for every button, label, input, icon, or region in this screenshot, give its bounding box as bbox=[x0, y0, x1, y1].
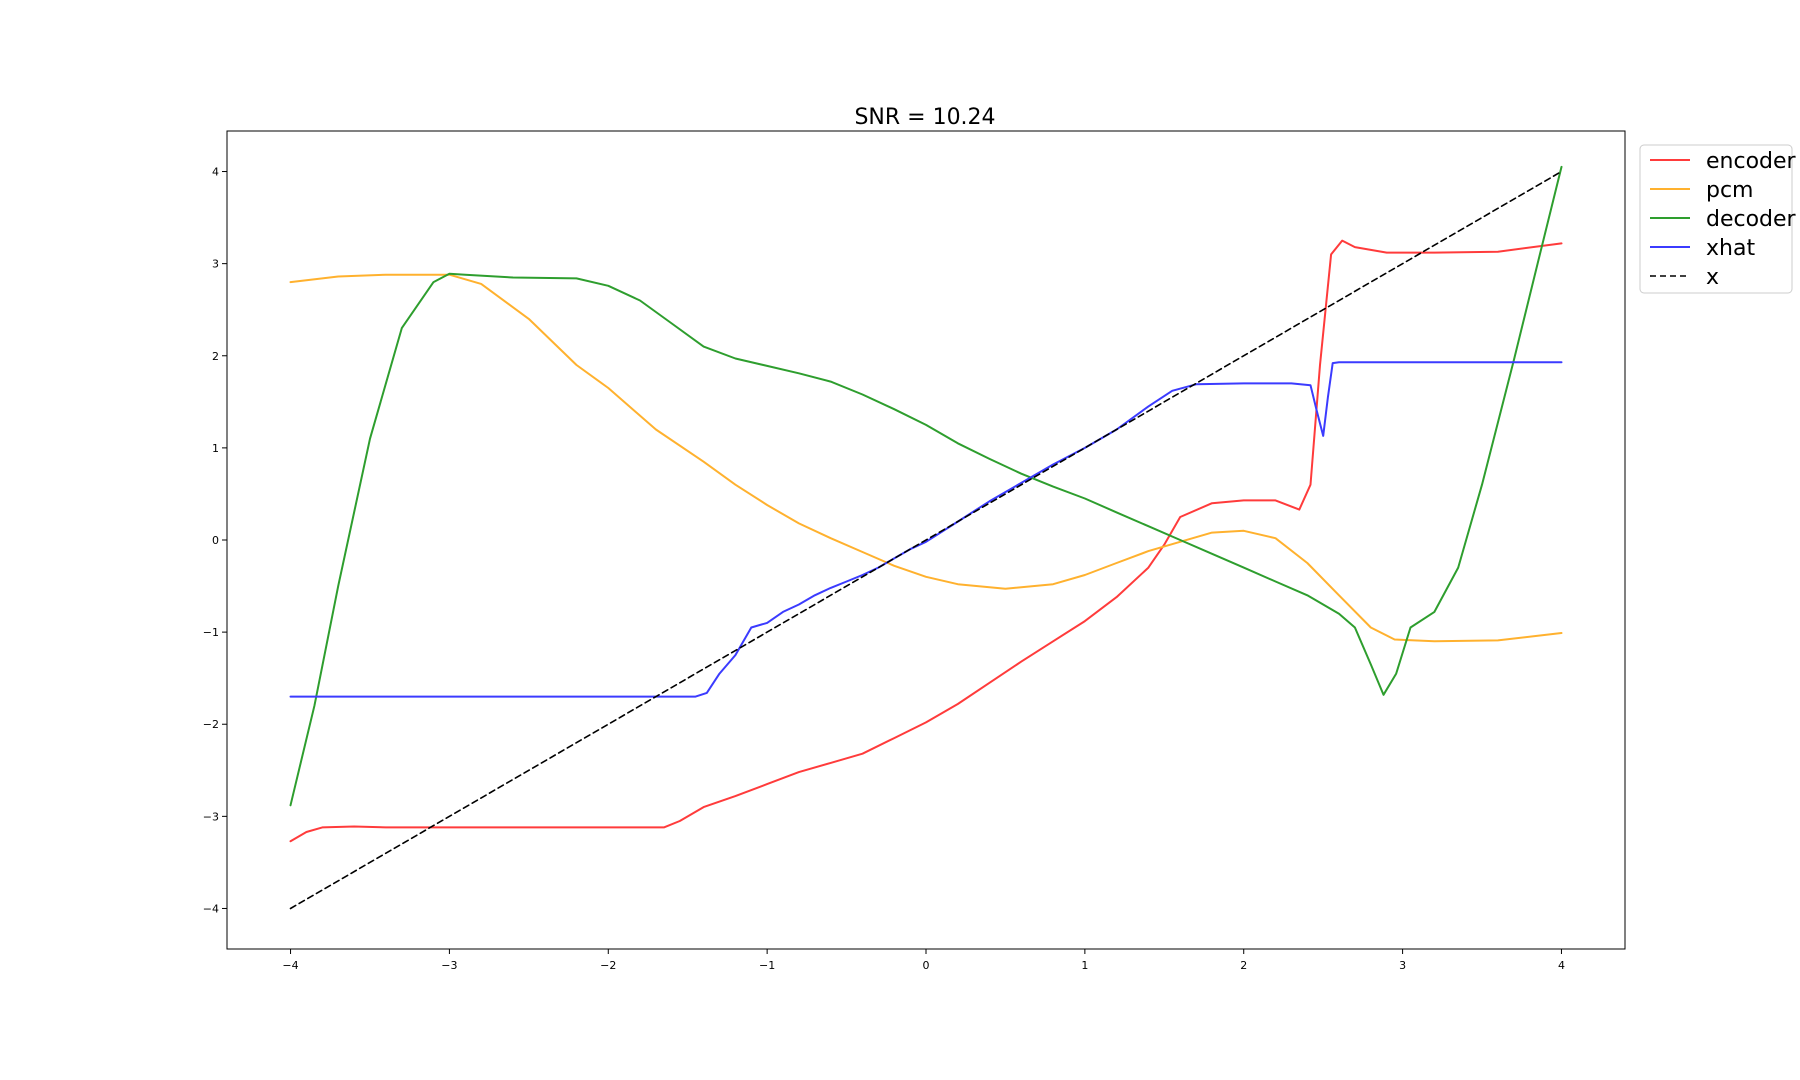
legend: encoder pcm decoder xhat x bbox=[1639, 144, 1797, 294]
x-tick-label: −3 bbox=[441, 959, 457, 972]
legend-label-pcm: pcm bbox=[1706, 178, 1754, 203]
x-tick-label: −4 bbox=[282, 959, 298, 972]
x-tick-label: 4 bbox=[1558, 959, 1565, 972]
series-line-decoder bbox=[289, 165, 1563, 807]
x-tick-label: 1 bbox=[1081, 959, 1088, 972]
x-tick-label: −1 bbox=[759, 959, 775, 972]
x-tick-label: 3 bbox=[1399, 959, 1406, 972]
y-axis: −4 −3 −2 −1 0 1 2 3 4 bbox=[203, 166, 227, 915]
y-tick-label: −2 bbox=[203, 718, 219, 731]
series-line-x bbox=[289, 170, 1563, 910]
series-layer bbox=[289, 165, 1563, 910]
series-line-pcm bbox=[289, 273, 1563, 643]
chart-title: SNR = 10.24 bbox=[854, 105, 995, 130]
x-axis: −4 −3 −2 −1 0 1 2 3 4 bbox=[282, 949, 1565, 972]
series-line-encoder bbox=[289, 239, 1563, 843]
series-line-xhat bbox=[289, 361, 1563, 698]
legend-box bbox=[1639, 144, 1793, 294]
legend-label-xhat: xhat bbox=[1706, 236, 1755, 261]
x-tick-label: −2 bbox=[600, 959, 616, 972]
x-tick-label: 2 bbox=[1240, 959, 1247, 972]
legend-label-encoder: encoder bbox=[1706, 149, 1797, 174]
y-tick-label: 1 bbox=[212, 442, 219, 455]
y-tick-label: −4 bbox=[203, 902, 219, 915]
y-tick-label: 4 bbox=[212, 166, 219, 179]
x-tick-label: 0 bbox=[923, 959, 930, 972]
legend-label-x: x bbox=[1706, 265, 1719, 290]
y-tick-label: 3 bbox=[212, 258, 219, 271]
y-tick-label: 0 bbox=[212, 534, 219, 547]
y-tick-label: −3 bbox=[203, 810, 219, 823]
legend-label-decoder: decoder bbox=[1706, 207, 1797, 232]
y-tick-label: 2 bbox=[212, 350, 219, 363]
y-tick-label: −1 bbox=[203, 626, 219, 639]
